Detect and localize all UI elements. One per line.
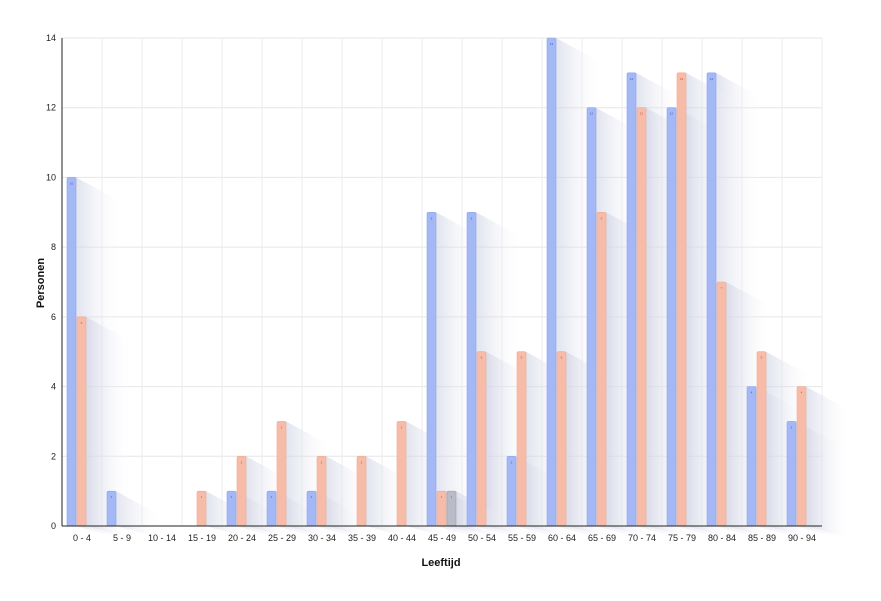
bar [636, 107, 647, 527]
bar-value-label: 10 [70, 181, 74, 185]
bar-value-label: 1 [231, 495, 233, 499]
bar-value-label: 2 [511, 460, 513, 464]
bar [546, 37, 557, 527]
bar-value-label: 5 [561, 356, 563, 360]
bar [756, 351, 767, 527]
bar [476, 351, 487, 527]
y-tick-label: 14 [46, 33, 56, 43]
bar-value-label: 13 [710, 77, 714, 81]
bar [796, 386, 807, 527]
x-tick-label: 60 - 64 [548, 533, 576, 543]
bar-value-label: 12 [640, 112, 644, 116]
x-tick-label: 80 - 84 [708, 533, 736, 543]
x-axis-title: Leeftijd [421, 557, 460, 569]
bar-value-label: 1 [271, 495, 273, 499]
bar-value-label: 7 [721, 286, 723, 290]
bar-value-label: 3 [401, 425, 403, 429]
bar [676, 72, 687, 527]
x-tick-label: 65 - 69 [588, 533, 616, 543]
bar [76, 316, 87, 527]
bar-value-label: 5 [481, 356, 483, 360]
bar-value-label: 2 [241, 460, 243, 464]
x-tick-label: 55 - 59 [508, 533, 536, 543]
bar-value-label: 5 [761, 356, 763, 360]
x-tick-label: 35 - 39 [348, 533, 376, 543]
x-tick-label: 70 - 74 [628, 533, 656, 543]
x-tick-label: 40 - 44 [388, 533, 416, 543]
x-tick-label: 90 - 94 [788, 533, 816, 543]
bar [746, 386, 757, 527]
y-tick-label: 6 [51, 312, 56, 322]
bar [316, 455, 327, 527]
bar [396, 421, 407, 527]
x-tick-label: 25 - 29 [268, 533, 296, 543]
bar-value-label: 14 [550, 42, 554, 46]
bar-value-label: 6 [81, 321, 83, 325]
bar-value-label: 4 [751, 391, 753, 395]
bar-value-label: 3 [791, 425, 793, 429]
bar [356, 455, 367, 527]
x-tick-label: 50 - 54 [468, 533, 496, 543]
y-tick-label: 0 [51, 521, 56, 531]
bar-value-label: 5 [521, 356, 523, 360]
bar-value-label: 9 [431, 216, 433, 220]
bar [716, 281, 727, 527]
x-tick-label: 10 - 14 [148, 533, 176, 543]
bar-value-label: 4 [801, 391, 803, 395]
x-tick-label: 45 - 49 [428, 533, 456, 543]
bar [236, 455, 247, 527]
y-tick-label: 2 [51, 451, 56, 461]
bar [666, 107, 677, 527]
y-axis-title: Personen [35, 258, 47, 308]
y-tick-label: 10 [46, 172, 56, 182]
bar-value-label: 1 [451, 495, 453, 499]
bar [586, 107, 597, 527]
bar-value-label: 1 [201, 495, 203, 499]
y-tick-label: 12 [46, 103, 56, 113]
bar [596, 211, 607, 527]
bar-value-label: 3 [281, 425, 283, 429]
bar [556, 351, 567, 527]
bar [626, 72, 637, 527]
bar [786, 421, 797, 527]
bar [276, 421, 287, 527]
bar-value-label: 1 [311, 495, 313, 499]
bar [66, 177, 77, 527]
bar-value-label: 2 [361, 460, 363, 464]
bar [706, 72, 717, 527]
bar-value-label: 13 [630, 77, 634, 81]
bar-shadows [76, 38, 854, 540]
bar-value-label: 2 [321, 460, 323, 464]
bar-shadow [86, 316, 134, 539]
bar-value-label: 13 [680, 77, 684, 81]
y-tick-label: 8 [51, 242, 56, 252]
y-tick-label: 4 [51, 382, 56, 392]
x-tick-label: 0 - 4 [73, 533, 91, 543]
x-tick-label: 85 - 89 [748, 533, 776, 543]
bar-value-label: 12 [670, 112, 674, 116]
bar-value-label: 1 [111, 495, 113, 499]
bar [516, 351, 527, 527]
bar [506, 455, 517, 527]
bar [466, 211, 477, 527]
bar [426, 211, 437, 527]
bar-value-label: 9 [601, 216, 603, 220]
bar-value-label: 1 [441, 495, 443, 499]
x-tick-label: 5 - 9 [113, 533, 131, 543]
x-tick-label: 20 - 24 [228, 533, 256, 543]
x-tick-label: 75 - 79 [668, 533, 696, 543]
x-tick-label: 30 - 34 [308, 533, 336, 543]
bar-value-label: 12 [590, 112, 594, 116]
bar-value-label: 9 [471, 216, 473, 220]
x-tick-label: 15 - 19 [188, 533, 216, 543]
bar-shadow [806, 386, 854, 539]
